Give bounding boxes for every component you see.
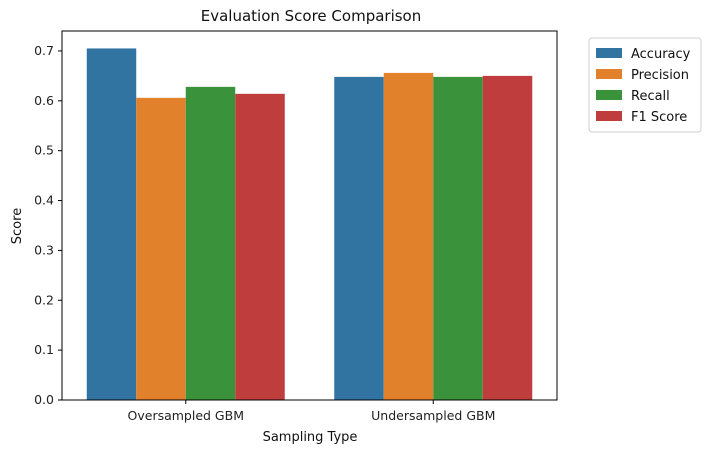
y-tick-label: 0.7 xyxy=(34,43,54,58)
bar-precision-0 xyxy=(136,97,186,401)
legend-swatch-recall xyxy=(596,90,622,100)
y-tick-label: 0.5 xyxy=(34,143,54,158)
legend: Accuracy Precision Recall F1 Score xyxy=(588,37,702,133)
y-tick-label: 0.6 xyxy=(34,93,54,108)
bar-f1-score-0 xyxy=(235,93,285,401)
bar-accuracy-1 xyxy=(334,76,384,401)
legend-swatch-f1-score xyxy=(596,111,622,121)
y-tick-label: 0.4 xyxy=(34,193,54,208)
bar-precision-1 xyxy=(383,72,434,401)
y-tick-label: 0.0 xyxy=(34,392,54,407)
y-tick-label: 0.2 xyxy=(34,292,54,307)
x-tick-label: Undersampled GBM xyxy=(371,408,495,423)
bar-recall-1 xyxy=(433,76,483,401)
bar-accuracy-0 xyxy=(86,48,137,401)
bar-recall-0 xyxy=(185,86,236,401)
legend-swatch-precision xyxy=(596,69,622,79)
legend-swatch-accuracy xyxy=(596,48,622,58)
plot-frame xyxy=(61,30,558,401)
legend-label-recall: Recall xyxy=(631,89,670,104)
legend-box xyxy=(588,37,702,133)
plot-area xyxy=(61,30,558,401)
chart-title: Evaluation Score Comparison xyxy=(201,7,422,25)
legend-label-precision: Precision xyxy=(631,68,689,83)
y-axis-label: Score xyxy=(10,208,25,244)
x-tick-label: Oversampled GBM xyxy=(128,408,244,423)
x-axis-label: Sampling Type xyxy=(263,430,358,445)
y-tick-label: 0.1 xyxy=(34,342,54,357)
y-tick-label: 0.3 xyxy=(34,242,54,257)
y-axis: 0.0 0.1 0.2 0.3 0.4 0.5 0.6 0.7 xyxy=(34,43,62,407)
legend-label-accuracy: Accuracy xyxy=(631,47,691,62)
x-axis: Oversampled GBM Undersampled GBM xyxy=(128,400,495,423)
legend-label-f1-score: F1 Score xyxy=(631,110,687,125)
bar-f1-score-1 xyxy=(482,75,533,400)
